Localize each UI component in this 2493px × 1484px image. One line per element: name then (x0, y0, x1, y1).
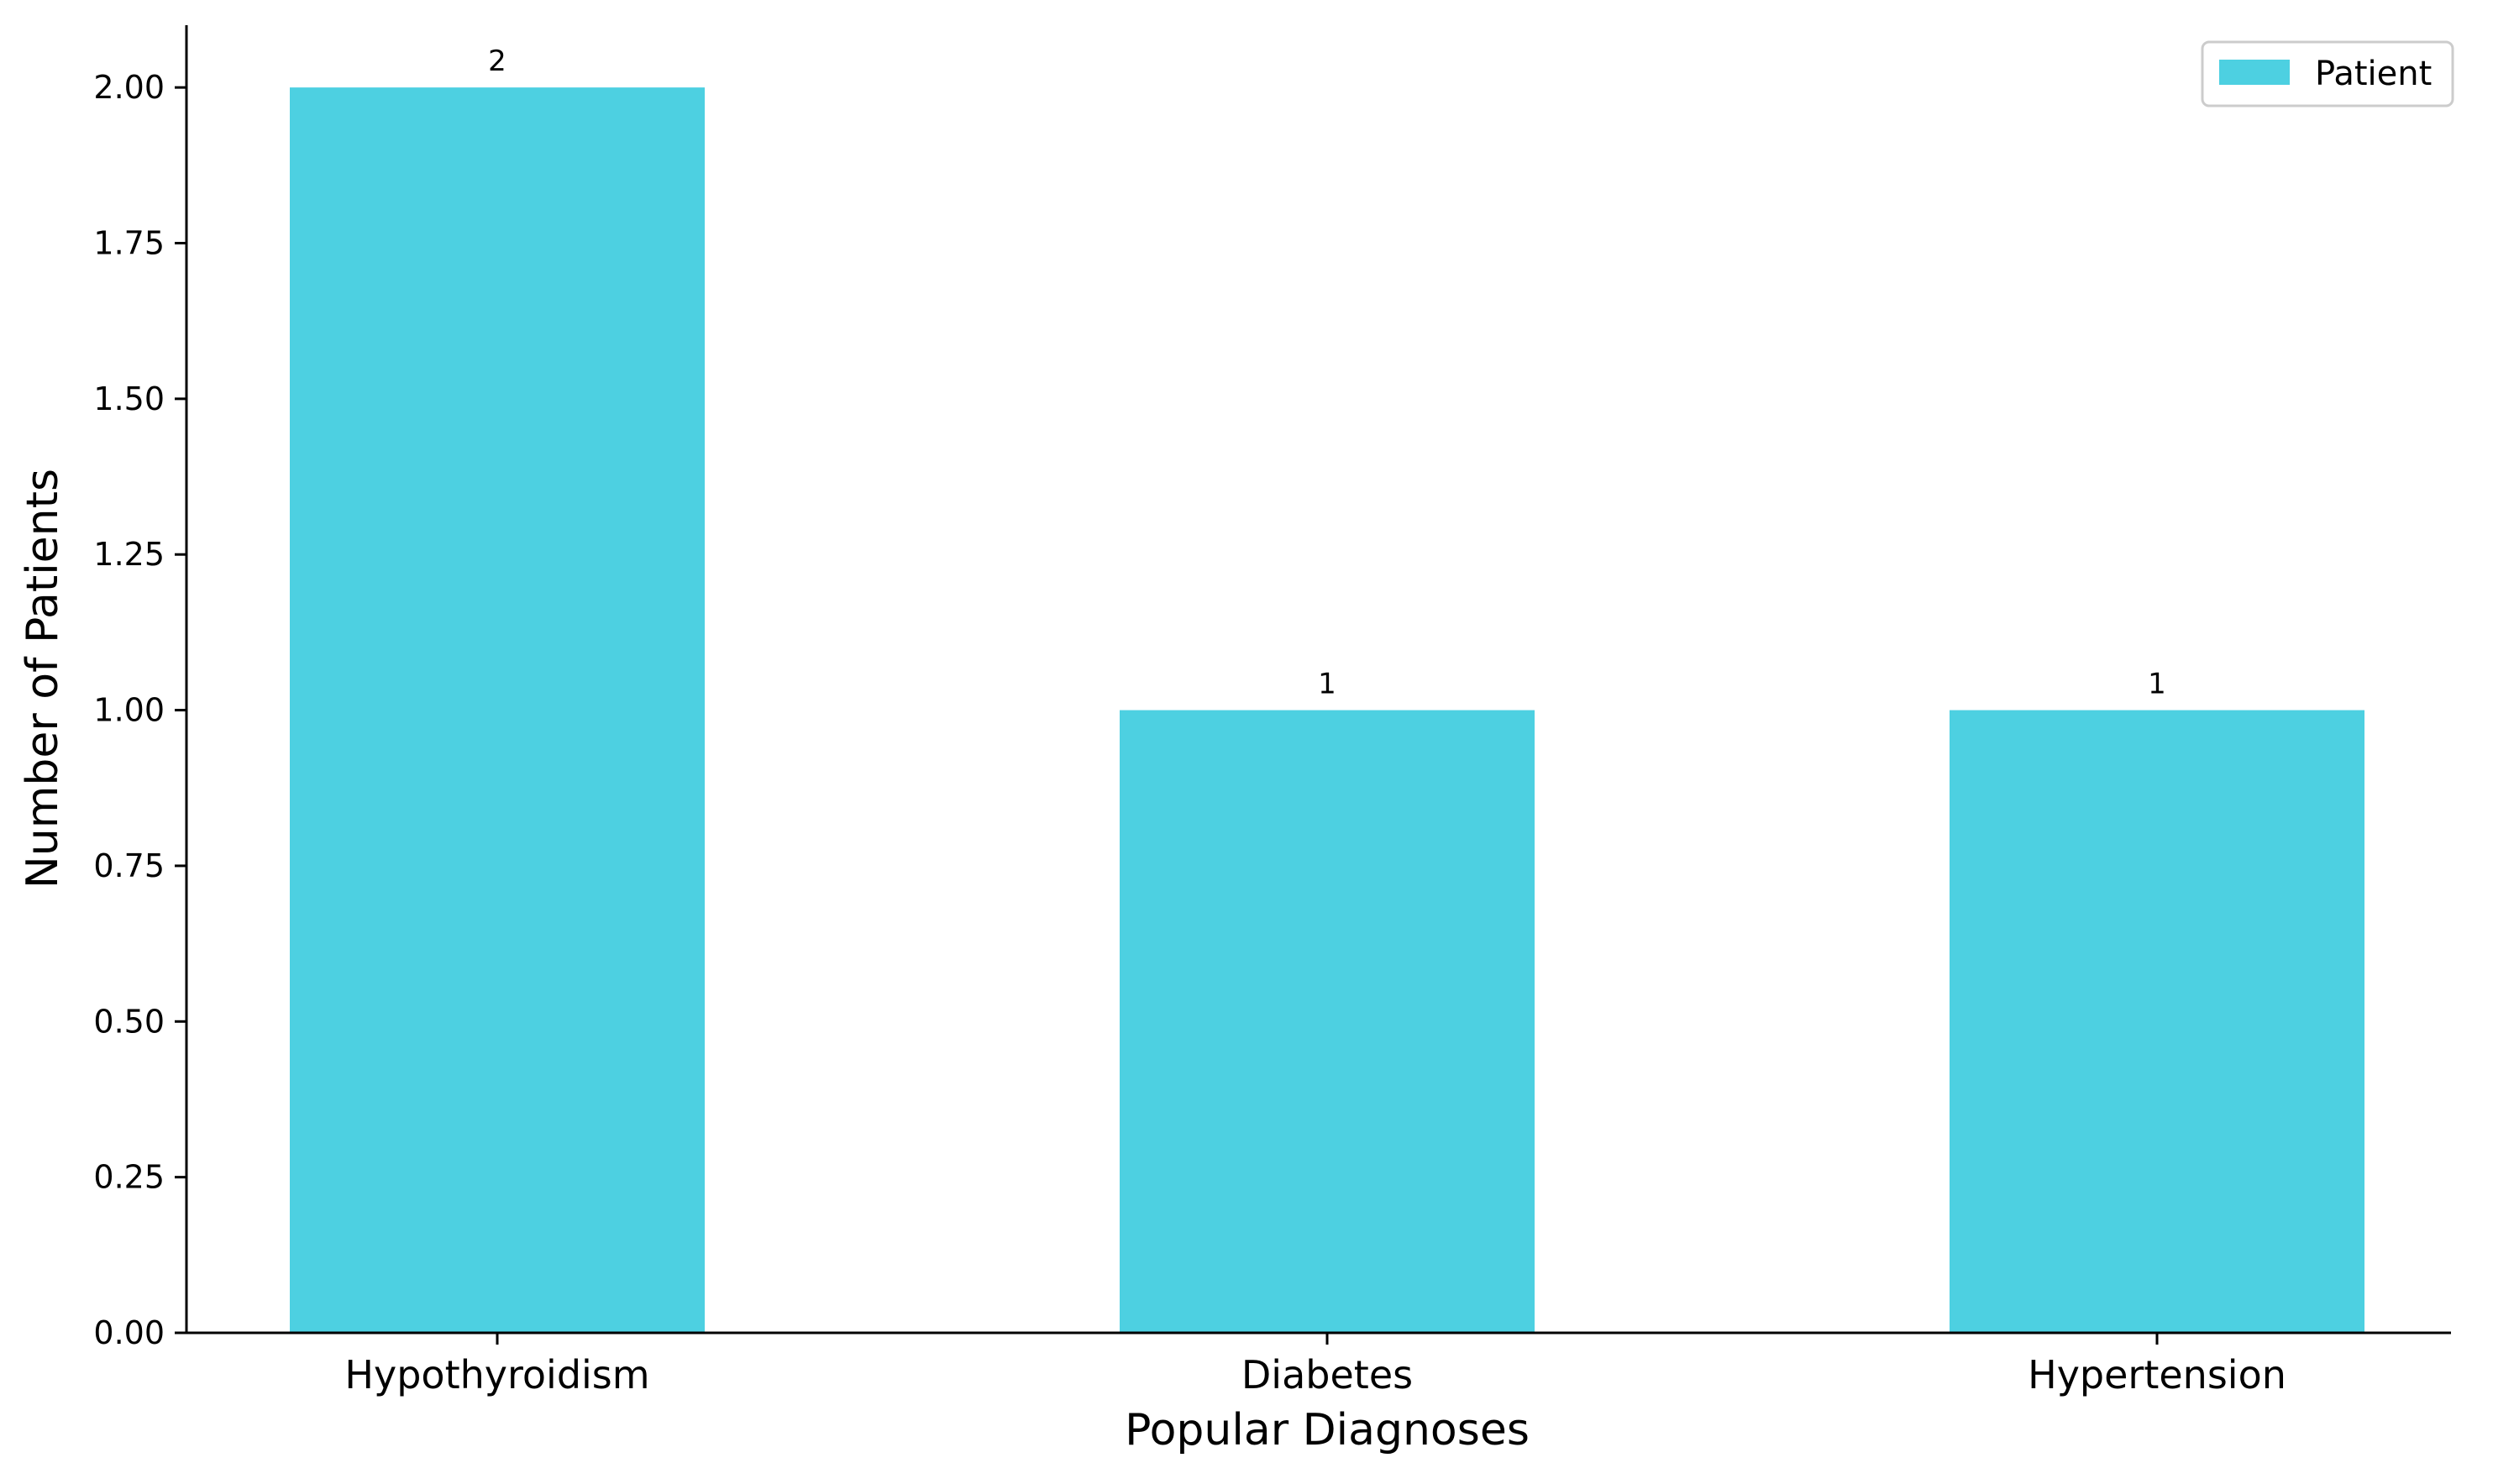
y-tick-label: 1.00 (93, 692, 165, 729)
y-tick-label: 0.75 (93, 847, 165, 884)
bar-hypertension (1950, 710, 2364, 1333)
y-tick-label: 0.25 (93, 1159, 165, 1196)
legend-frame (2201, 40, 2454, 107)
x-tick-label: Diabetes (1241, 1352, 1413, 1397)
x-axis-title: Popular Diagnoses (1125, 1405, 1530, 1455)
legend-label-patient: Patient (2315, 55, 2432, 93)
y-tick-label: 2.00 (93, 69, 165, 106)
y-axis-title: Number of Patients (18, 469, 68, 889)
y-tick-label: 1.50 (93, 380, 165, 417)
y-ticks: 0.00 0.25 0.50 0.75 1.00 1.25 1.50 1.75 2.00 (93, 69, 186, 1351)
x-tick-label: Hypertension (2028, 1352, 2286, 1397)
legend: Patient (2201, 40, 2454, 107)
y-tick-label: 0.00 (93, 1314, 165, 1351)
y-tick-label: 1.25 (93, 536, 165, 573)
legend-swatch-patient (2219, 60, 2290, 85)
data-label: 1 (1318, 668, 1336, 701)
x-ticks: Hypothyroidism Diabetes Hypertension (344, 1333, 2286, 1397)
bar-hypothyroidism (290, 87, 705, 1334)
x-tick-label: Hypothyroidism (344, 1352, 649, 1397)
data-label: 2 (488, 45, 506, 78)
y-tick-label: 0.50 (93, 1003, 165, 1040)
bars-layer (290, 87, 2364, 1334)
data-labels: 2 1 1 (488, 45, 2166, 700)
data-label: 1 (2148, 668, 2166, 701)
bar-diabetes (1120, 710, 1535, 1333)
y-tick-label: 1.75 (93, 225, 165, 262)
